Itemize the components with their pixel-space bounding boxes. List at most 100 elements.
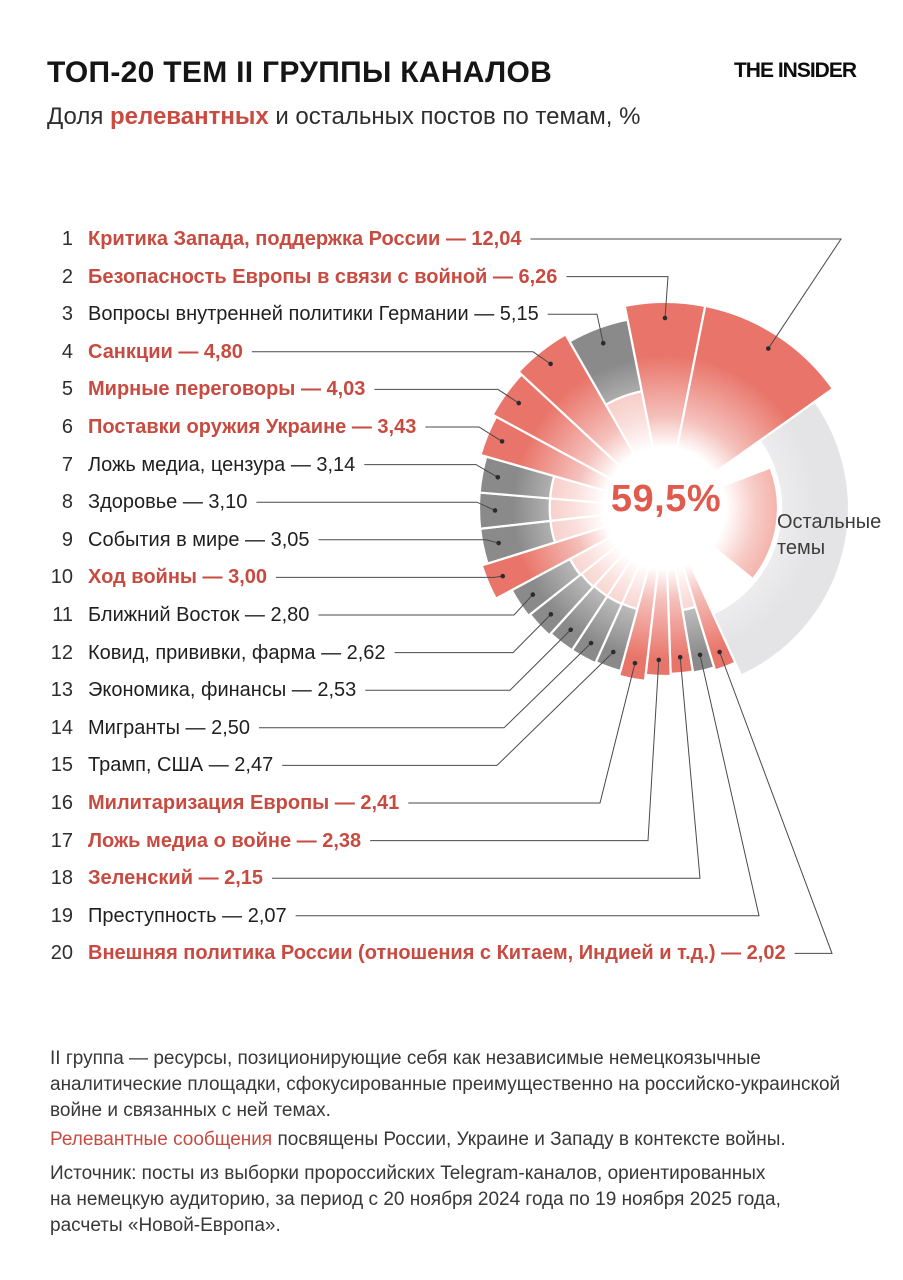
topic-rank: 11 [52, 604, 73, 626]
topic-label: Милитаризация Европы — 2,41 [88, 792, 400, 814]
topic-rank: 4 [61, 340, 73, 363]
topic-row-3: 3 Вопросы внутренней политики Германии — … [0, 300, 903, 328]
topic-label: Ход войны — 3,00 [88, 566, 268, 589]
subtitle: Доля релевантных и остальных постов по т… [47, 103, 640, 131]
topic-rank: 3 [61, 303, 73, 326]
other-topics-label: Остальные темы [777, 509, 881, 561]
leader-line-14 [259, 642, 592, 729]
topic-rank: 5 [61, 378, 73, 401]
topic-label: Санкции — 4,80 [88, 340, 243, 363]
leader-dot-5 [516, 400, 522, 406]
topic-row-19: 19 Преступность — 2,07 [0, 902, 903, 930]
topic-row-10: 10 Ход войны — 3,00 [0, 563, 903, 591]
topic-row-20: 20 Внешняя политика России (отношения с К… [0, 939, 903, 967]
topic-label: Ложь медиа о войне — 2,38 [88, 829, 362, 852]
topic-rank: 6 [61, 416, 73, 438]
footnote-group-definition: II группа — ресурсы, позиционирующие себ… [50, 1048, 841, 1121]
topic-rank: 17 [50, 829, 73, 852]
topic-rank: 7 [61, 453, 73, 476]
leader-dot-2 [662, 315, 668, 321]
leader-dot-19 [697, 652, 703, 658]
leader-line-9 [318, 539, 499, 544]
leader-line-20 [719, 651, 833, 954]
topic-label: Ближний Восток — 2,80 [88, 604, 310, 626]
leader-line-17 [370, 659, 660, 842]
leader-dot-8 [492, 508, 498, 513]
topic-row-13: 13 Экономика, финансы — 2,53 [0, 676, 903, 704]
leader-dot-13 [568, 627, 574, 633]
center-glow [513, 356, 817, 660]
topic-rank: 15 [50, 754, 73, 777]
topic-label: Преступность — 2,07 [88, 904, 287, 927]
topic-rank: 16 [50, 792, 73, 814]
topic-label: Безопасность Европы в связи с войной — 6… [88, 265, 558, 288]
topic-label: Здоровье — 3,10 [88, 491, 248, 514]
topic-rank: 18 [50, 867, 73, 890]
topic-rank: 19 [50, 904, 73, 927]
topic-rank: 8 [61, 491, 73, 514]
topic-label: Ложь медиа, цензура — 3,14 [88, 453, 356, 476]
leader-dot-6 [499, 439, 505, 444]
topic-label: Ковид, прививки, фарма — 2,62 [88, 641, 386, 664]
topic-label: Критика Запада, поддержка России — 12,04 [88, 228, 522, 250]
leader-dot-18 [677, 654, 683, 660]
other-topics-line2: темы [777, 537, 826, 559]
leader-line-15 [282, 651, 614, 766]
topic-rank: 13 [50, 679, 73, 702]
leader-line-4 [251, 351, 551, 365]
topic-label: Мигранты — 2,50 [88, 716, 250, 739]
topic-rank: 20 [50, 942, 73, 965]
topic-row-5: 5 Мирные переговоры — 4,03 [0, 375, 903, 403]
topic-row-18: 18 Зеленский — 2,15 [0, 864, 903, 892]
leader-line-18 [272, 657, 701, 879]
leader-dot-10 [500, 573, 506, 579]
topic-row-16: 16 Милитаризация Европы — 2,41 [0, 789, 903, 817]
topic-row-11: 11 Ближний Восток — 2,80 [0, 601, 903, 629]
leader-line-8 [256, 501, 496, 511]
leader-dot-4 [548, 361, 553, 367]
topic-label: События в мире — 3,05 [88, 528, 310, 551]
topic-label: Вопросы внутренней политики Германии — 5… [88, 303, 539, 326]
leader-dot-20 [717, 649, 722, 655]
page-title: ТОП-20 ТЕМ II ГРУППЫ КАНАЛОВ [47, 56, 553, 89]
topic-label: Экономика, финансы — 2,53 [88, 679, 357, 702]
leader-line-5 [374, 388, 520, 404]
leader-line-11 [318, 594, 534, 616]
subtitle-prefix: Доля [47, 103, 111, 130]
topic-row-4: 4 Санкции — 4,80 [0, 338, 903, 366]
topic-row-2: 2 Безопасность Европы в связи с войной — … [0, 263, 903, 291]
topic-rank: 1 [61, 228, 73, 250]
the-insider-logo: THE INSIDER [733, 59, 857, 82]
topic-rank: 14 [50, 716, 73, 739]
leader-line-19 [295, 654, 760, 917]
leader-line-2 [566, 276, 669, 319]
topic-label: Поставки оружия Украине — 3,43 [88, 416, 417, 438]
topic-label: Зеленский — 2,15 [88, 867, 264, 890]
topic-label: Внешняя политика России (отношения с Кит… [88, 942, 786, 965]
topic-rank: 12 [50, 641, 73, 664]
topic-rank: 2 [61, 265, 73, 288]
topic-row-7: 7 Ложь медиа, цензура — 3,14 [0, 451, 903, 479]
topic-row-14: 14 Мигранты — 2,50 [0, 714, 903, 742]
leader-dot-1 [766, 346, 771, 351]
footnote-relevant-definition: Релевантные сообщения посвящены России, … [50, 1127, 880, 1153]
topic-row-1: 1 Критика Запада, поддержка России — 12,0… [0, 225, 903, 253]
leader-line-6 [425, 426, 503, 442]
leader-dot-16 [632, 660, 638, 666]
leader-line-1 [530, 238, 842, 349]
leader-dot-3 [600, 340, 606, 346]
leader-line-7 [364, 464, 499, 478]
topic-label: Мирные переговоры — 4,03 [88, 378, 366, 401]
footnote-relevant-rest: посвящены России, Украине и Западу в кон… [272, 1129, 786, 1150]
leader-dot-17 [656, 657, 662, 663]
topic-row-9: 9 События в мире — 3,05 [0, 526, 903, 554]
footnote-source: Источник: посты из выборки пророссийских… [50, 1163, 781, 1236]
leader-dot-14 [588, 640, 594, 646]
topic-rank: 10 [50, 566, 73, 589]
leader-dot-12 [548, 612, 554, 617]
topic-rank: 9 [61, 528, 73, 551]
leader-line-12 [394, 614, 552, 654]
leader-dot-11 [530, 592, 536, 597]
topic-row-8: 8 Здоровье — 3,10 [0, 488, 903, 516]
